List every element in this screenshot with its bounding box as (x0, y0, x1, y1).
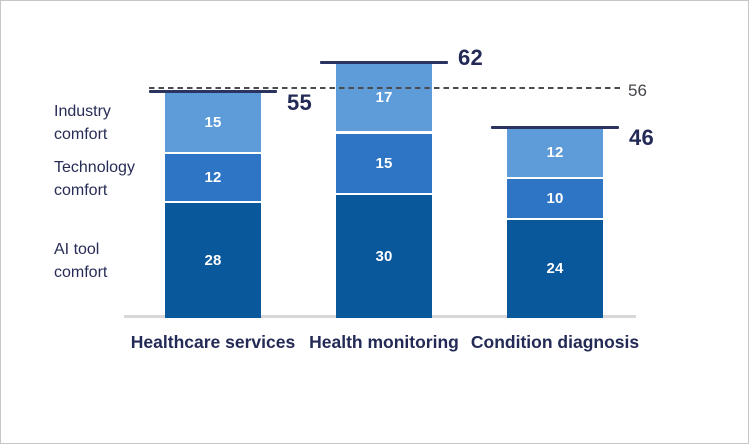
chart-legend: All score Global average (1, 381, 748, 407)
total-score-label: 62 (458, 45, 484, 71)
total-score-label: 46 (629, 124, 655, 150)
segment-value-label: 28 (204, 252, 222, 270)
category-label: Healthcare services (130, 332, 296, 352)
bar-segment-technology-comfort: 10 (507, 178, 603, 220)
bar-segment-industry-comfort: 15 (165, 92, 261, 154)
segment-value-label: 12 (204, 169, 222, 187)
row-label-ai-tool-comfort: AI tool comfort (54, 240, 108, 281)
segment-value-label: 12 (546, 144, 564, 162)
bar-segment-ai-tool-comfort: 28 (165, 203, 261, 318)
row-label-industry-comfort: Industry comfort (54, 103, 111, 144)
bar-segment-industry-comfort: 12 (507, 129, 603, 179)
segment-value-label: 10 (546, 189, 564, 207)
total-score-label: 55 (287, 90, 313, 115)
bar-segment-technology-comfort: 15 (336, 133, 432, 195)
segment-value-label: 15 (375, 154, 393, 172)
global-average-dashed-line (149, 87, 621, 90)
all-score-cap-line (149, 89, 277, 93)
bar-segment-technology-comfort: 12 (165, 154, 261, 204)
category-label: Condition diagnosis (470, 332, 640, 352)
segment-value-label: 24 (546, 260, 564, 278)
all-score-cap-line (320, 60, 448, 64)
global-average-value-label: 56 (628, 81, 647, 100)
category-label: Health monitoring (309, 332, 459, 352)
segment-value-label: 15 (204, 113, 222, 131)
bar-segment-ai-tool-comfort: 24 (507, 219, 603, 318)
segment-value-label: 30 (375, 248, 393, 265)
all-score-cap-line (491, 126, 619, 130)
bar-segment-industry-comfort: 17 (336, 63, 432, 134)
bar-segment-ai-tool-comfort: 30 (336, 195, 432, 318)
segment-value-label: 17 (375, 89, 393, 107)
row-label-technology-comfort: Technology comfort (54, 158, 135, 199)
